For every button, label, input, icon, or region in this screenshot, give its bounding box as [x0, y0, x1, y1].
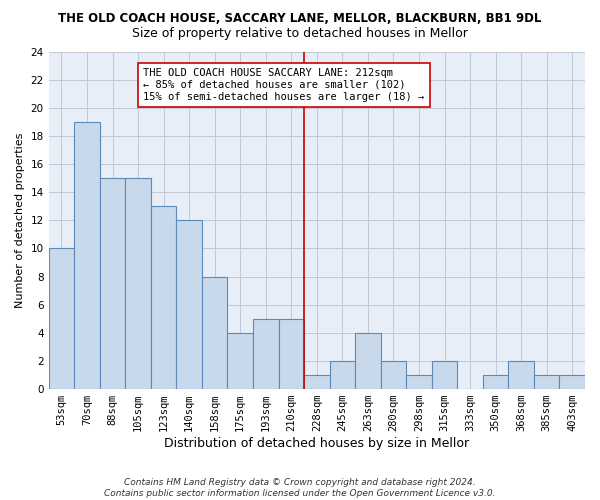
Bar	[227, 333, 253, 389]
Bar	[151, 206, 176, 389]
Bar	[534, 375, 559, 389]
Bar	[483, 375, 508, 389]
Bar	[432, 361, 457, 389]
Bar	[508, 361, 534, 389]
Bar	[49, 248, 74, 389]
Bar	[253, 319, 278, 389]
Bar	[355, 333, 380, 389]
Bar	[406, 375, 432, 389]
Bar	[380, 361, 406, 389]
Text: Size of property relative to detached houses in Mellor: Size of property relative to detached ho…	[132, 28, 468, 40]
Bar	[125, 178, 151, 389]
Bar	[304, 375, 329, 389]
Bar	[100, 178, 125, 389]
Text: THE OLD COACH HOUSE, SACCARY LANE, MELLOR, BLACKBURN, BB1 9DL: THE OLD COACH HOUSE, SACCARY LANE, MELLO…	[58, 12, 542, 26]
Bar	[559, 375, 585, 389]
Y-axis label: Number of detached properties: Number of detached properties	[15, 132, 25, 308]
Bar	[202, 276, 227, 389]
X-axis label: Distribution of detached houses by size in Mellor: Distribution of detached houses by size …	[164, 437, 469, 450]
Text: Contains HM Land Registry data © Crown copyright and database right 2024.
Contai: Contains HM Land Registry data © Crown c…	[104, 478, 496, 498]
Bar	[74, 122, 100, 389]
Bar	[329, 361, 355, 389]
Bar	[278, 319, 304, 389]
Text: THE OLD COACH HOUSE SACCARY LANE: 212sqm
← 85% of detached houses are smaller (1: THE OLD COACH HOUSE SACCARY LANE: 212sqm…	[143, 68, 424, 102]
Bar	[176, 220, 202, 389]
